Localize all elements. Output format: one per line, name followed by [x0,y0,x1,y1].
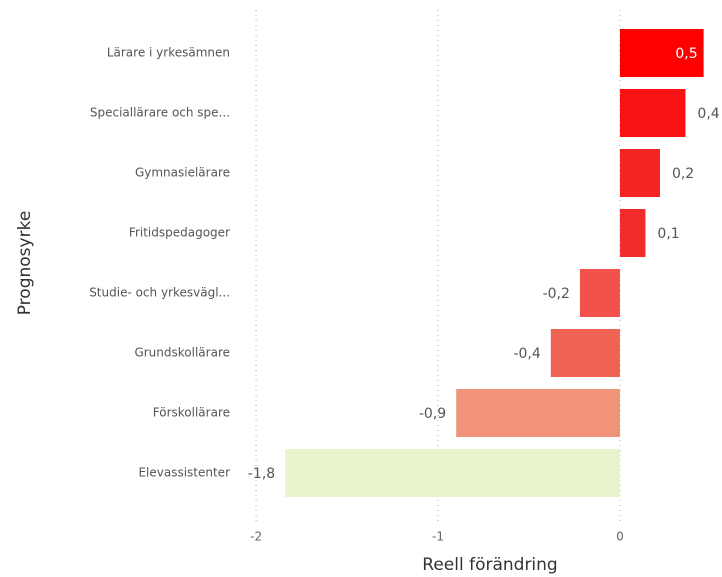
category-label: Elevassistenter [138,466,230,480]
x-axis-title: Reell förändring [422,555,557,575]
data-label: -0,4 [513,346,540,362]
category-label: Förskollärare [153,406,230,420]
data-label: -0,2 [543,286,570,302]
bar [619,209,646,257]
x-tick-label: -2 [250,530,262,544]
category-label: Speciallärare och spe... [90,106,230,120]
data-label: 0,2 [672,166,694,182]
bar [619,149,660,197]
category-label: Grundskollärare [134,346,230,360]
data-label: -1,8 [248,466,275,482]
bar [619,89,686,137]
category-label: Gymnasielärare [135,166,230,180]
x-tick-label: -1 [432,530,444,544]
bar [285,449,620,497]
bar [619,29,704,77]
category-label: Lärare i yrkesämnen [107,46,230,60]
category-label: Studie- och yrkesvägl... [89,286,230,300]
data-label: -0,9 [419,406,446,422]
data-label: 0,4 [697,106,719,122]
x-tick-label: 0 [616,530,624,544]
y-axis-title: Prognosyrke [15,211,35,316]
bar [579,269,620,317]
data-label: 0,5 [675,46,697,62]
data-label: 0,1 [657,226,679,242]
category-label: Fritidspedagoger [129,226,230,240]
bar [456,389,620,437]
bar [550,329,620,377]
